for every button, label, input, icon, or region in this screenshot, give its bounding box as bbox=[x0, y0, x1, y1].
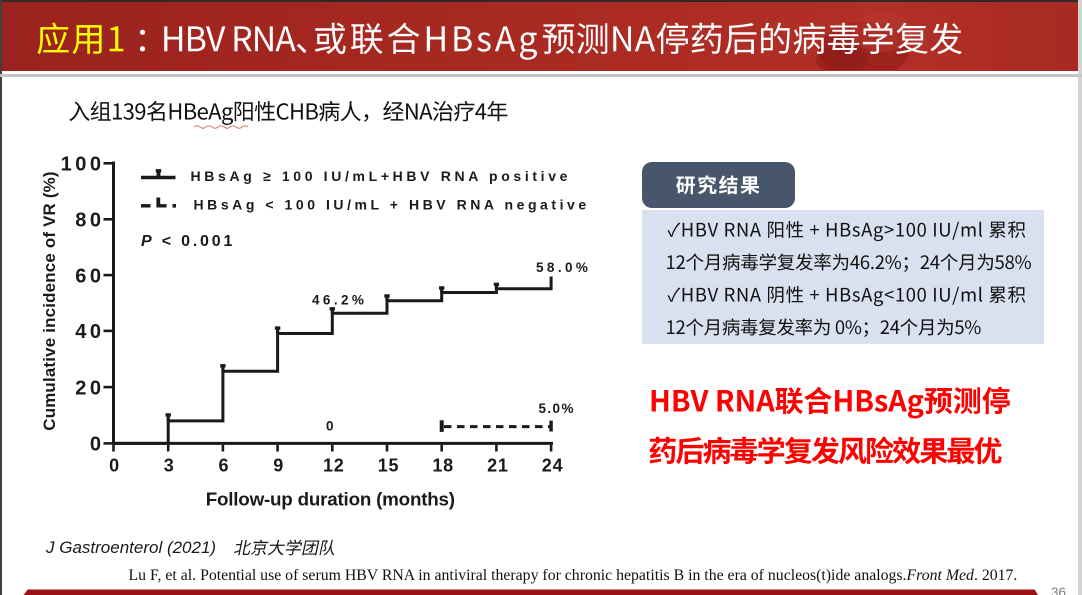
svg-text:HBsAg ≥ 100 IU/mL+HBV RNA posi: HBsAg ≥ 100 IU/mL+HBV RNA positive bbox=[191, 168, 572, 184]
svg-text:0: 0 bbox=[109, 456, 120, 476]
svg-text:46.2%: 46.2% bbox=[312, 293, 367, 308]
svg-text:P < 0.001: P < 0.001 bbox=[141, 233, 235, 250]
svg-text:100: 100 bbox=[61, 154, 105, 176]
svg-text:9: 9 bbox=[273, 456, 284, 476]
svg-text:80: 80 bbox=[75, 210, 104, 232]
svg-text:21: 21 bbox=[487, 456, 509, 476]
svg-text:0: 0 bbox=[90, 434, 105, 456]
svg-text:6: 6 bbox=[218, 456, 229, 476]
svg-text:HBsAg < 100 IU/mL + HBV RNA ne: HBsAg < 100 IU/mL + HBV RNA negative bbox=[194, 197, 590, 213]
svg-text:Follow-up duration (months): Follow-up duration (months) bbox=[206, 489, 455, 510]
svg-text:15: 15 bbox=[378, 456, 400, 476]
svg-text:58.0%: 58.0% bbox=[536, 260, 591, 275]
svg-text:5.0%: 5.0% bbox=[539, 401, 575, 416]
svg-text:12: 12 bbox=[323, 456, 345, 476]
svg-text:18: 18 bbox=[432, 456, 454, 476]
svg-text:24: 24 bbox=[542, 456, 564, 476]
svg-text:0: 0 bbox=[326, 419, 334, 434]
svg-text:Cumulative incidence of VR (%): Cumulative incidence of VR (%) bbox=[40, 171, 59, 430]
svg-text:20: 20 bbox=[75, 377, 104, 399]
svg-text:60: 60 bbox=[75, 265, 104, 287]
svg-text:3: 3 bbox=[164, 456, 175, 476]
svg-text:40: 40 bbox=[75, 321, 104, 343]
